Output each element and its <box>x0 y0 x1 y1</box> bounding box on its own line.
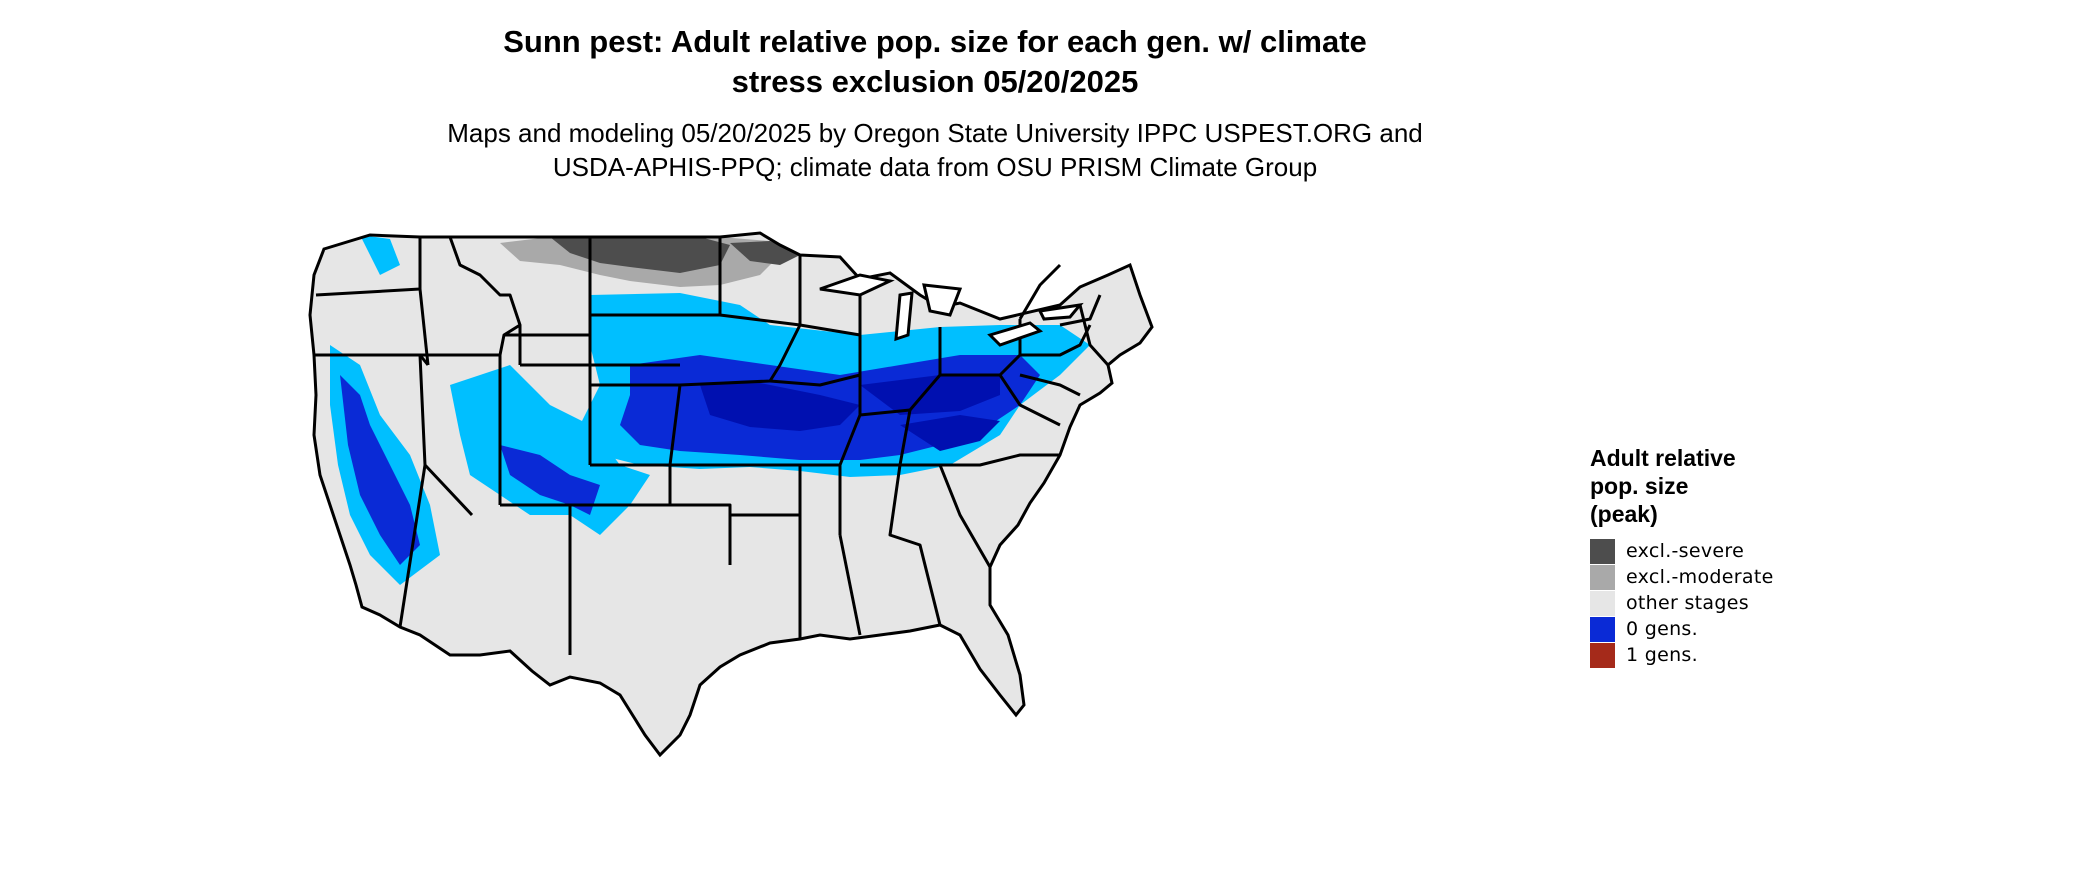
dark-blue-region-1 <box>700 383 860 431</box>
legend-swatch-other-stages <box>1590 590 1615 616</box>
legend-label-1-gens: 1 gens. <box>1626 644 1698 666</box>
excl-severe-region <box>550 237 730 273</box>
legend-label-0-gens: 0 gens. <box>1626 618 1698 640</box>
mid-blue-region-az <box>500 445 600 515</box>
legend-title-line3: (peak) <box>1590 501 1658 527</box>
map-title-line2: stress exclusion 05/20/2025 <box>731 64 1139 99</box>
legend-item-excl-severe: excl.-severe <box>1590 538 1920 564</box>
map-titles: Sunn pest: Adult relative pop. size for … <box>0 22 1870 184</box>
legend-item-1-gens: 1 gens. <box>1590 642 1920 668</box>
legend-swatch-0-gens <box>1590 616 1615 642</box>
light-blue-region-nw <box>360 235 400 275</box>
legend-swatch-excl-severe <box>1590 538 1615 564</box>
legend-label-other-stages: other stages <box>1626 592 1749 614</box>
map-title-line1: Sunn pest: Adult relative pop. size for … <box>503 24 1367 59</box>
state-borders <box>314 236 1110 655</box>
legend-item-excl-moderate: excl.-moderate <box>1590 564 1920 590</box>
great-lakes <box>819 273 1084 347</box>
mid-blue-region-ca <box>340 375 420 565</box>
legend-label-excl-severe: excl.-severe <box>1626 540 1745 562</box>
legend-item-other-stages: other stages <box>1590 590 1920 616</box>
legend-label-excl-moderate: excl.-moderate <box>1626 566 1774 588</box>
dark-blue-region-2 <box>860 375 1000 415</box>
legend-swatch-1-gens <box>1590 642 1615 668</box>
map-legend: Adult relative pop. size (peak) excl.-se… <box>1590 444 1920 668</box>
map-subtitle-line1: Maps and modeling 05/20/2025 by Oregon S… <box>447 118 1423 148</box>
legend-item-0-gens: 0 gens. <box>1590 616 1920 642</box>
legend-title-line2: pop. size <box>1590 473 1689 499</box>
legend-swatch-excl-moderate <box>1590 564 1615 590</box>
us-map <box>308 231 1154 758</box>
legend-title: Adult relative pop. size (peak) <box>1590 444 1920 528</box>
map-subtitle-line2: USDA-APHIS-PPQ; climate data from OSU PR… <box>552 152 1318 182</box>
legend-title-line1: Adult relative <box>1590 445 1736 471</box>
dark-blue-region-3 <box>900 415 1000 451</box>
